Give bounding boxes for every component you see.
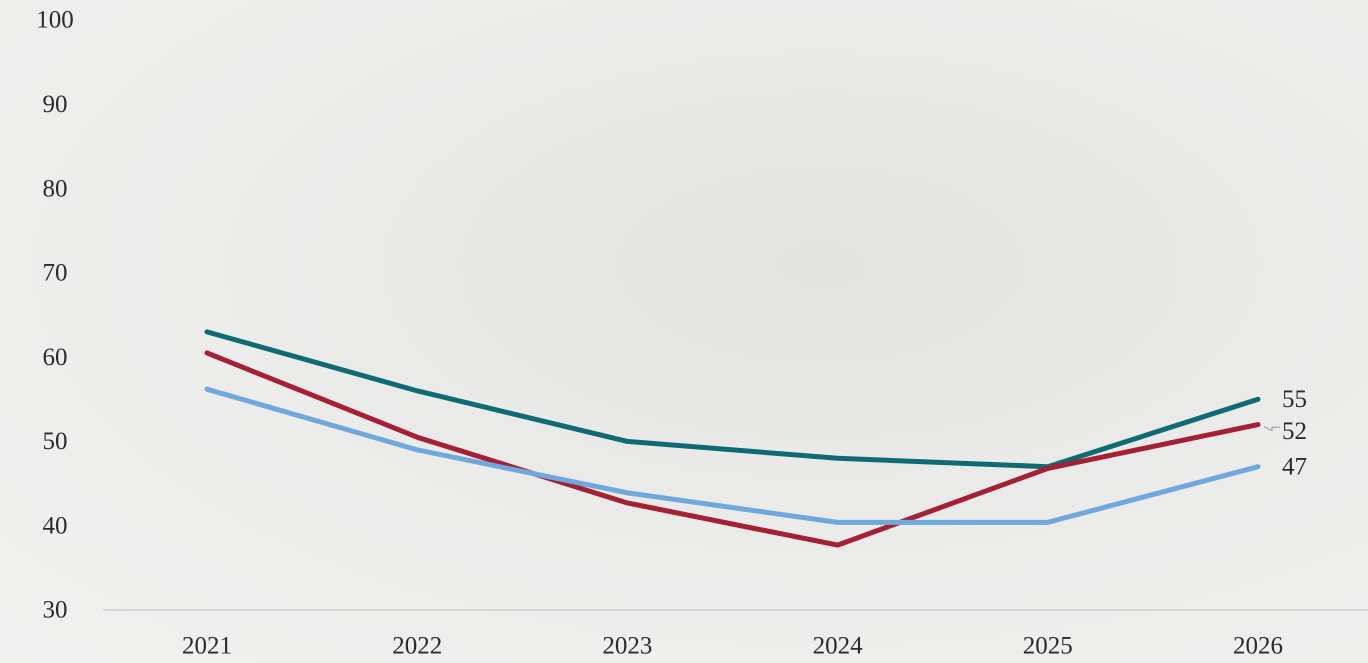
data-label: 55 <box>1282 386 1307 413</box>
data-label: 52 <box>1282 418 1307 445</box>
y-tick-label: 50 <box>43 428 68 455</box>
x-tick-label: 2022 <box>392 633 442 660</box>
x-tick-label: 2025 <box>1023 633 1073 660</box>
y-tick-label: 30 <box>43 597 68 624</box>
x-tick-label: 2023 <box>602 633 652 660</box>
chart: 30 40 50 60 70 80 90 100 2021 2022 2023 2024 2025 202… <box>0 0 1368 663</box>
x-tick-label: 2026 <box>1233 633 1283 660</box>
x-tick-label: 2024 <box>813 633 864 660</box>
y-tick-label: 80 <box>43 175 68 202</box>
y-tick-label: 60 <box>43 344 68 371</box>
y-tick-label: 100 <box>36 7 74 34</box>
x-tick-label: 2021 <box>182 633 232 660</box>
page: 30 40 50 60 70 80 90 100 2021 2022 2023 2024 2025 202… <box>0 0 1368 663</box>
label-leader <box>1264 427 1280 431</box>
data-label: 47 <box>1282 453 1307 480</box>
line-series <box>207 332 1258 467</box>
y-tick-label: 90 <box>43 91 68 118</box>
y-tick-label: 70 <box>43 260 68 287</box>
y-tick-label: 40 <box>43 512 68 539</box>
